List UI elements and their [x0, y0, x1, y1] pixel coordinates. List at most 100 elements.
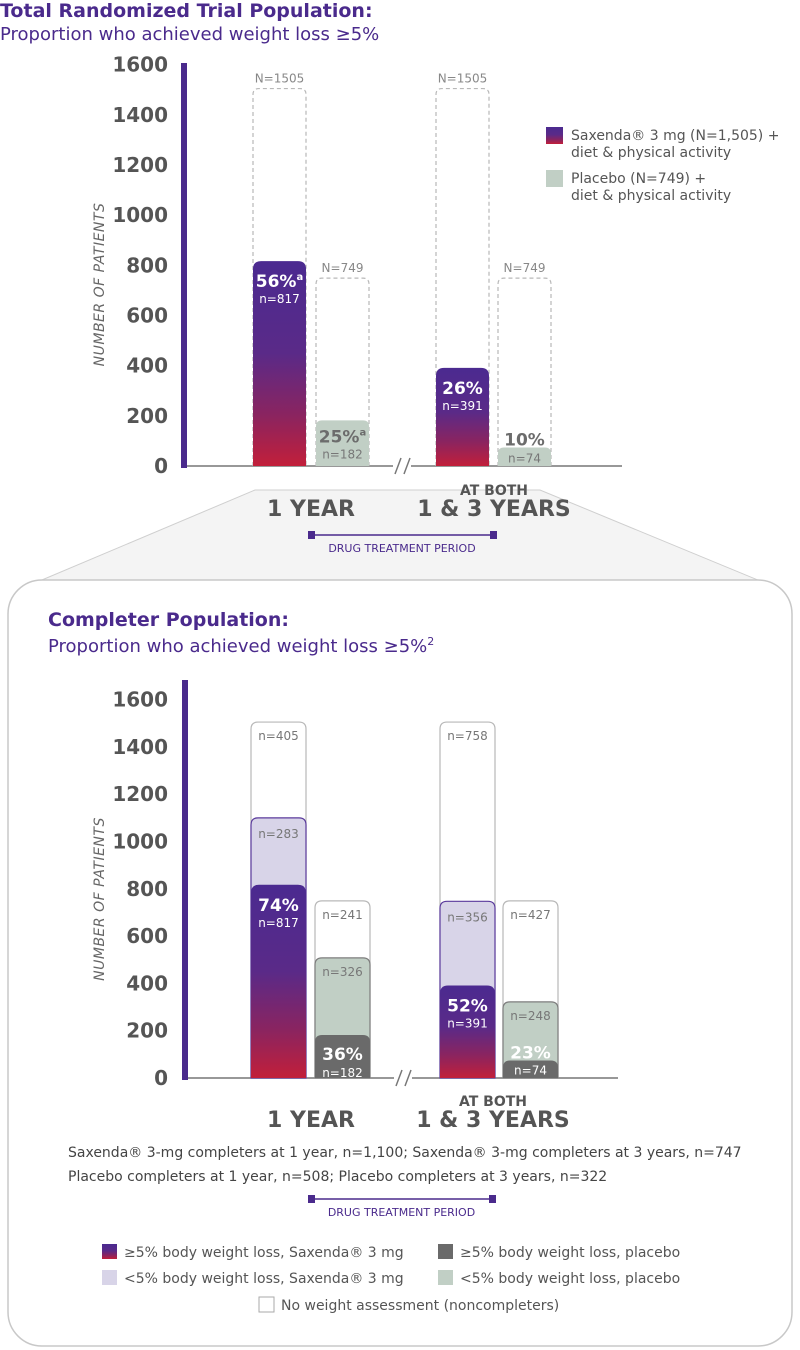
placebo-below5-segment: [502, 1001, 559, 1079]
y-axis-label: NUMBER OF PATIENTS: [92, 817, 108, 981]
chart1: 0 200 400 600 800 1000 1200 1400 1600 NUMBER OF P…: [92, 53, 779, 555]
period-bracket-end: [490, 531, 497, 539]
legend-swatch: [438, 1244, 453, 1259]
placebo-above5-n: n=182: [322, 1066, 363, 1080]
legend-label: <5% body weight loss, placebo: [460, 1271, 680, 1287]
y-tick-label: 200: [126, 404, 168, 428]
placebo-n-label: n=74: [508, 451, 541, 465]
y-tick-label: 400: [126, 354, 168, 378]
saxenda-bar: [436, 367, 489, 466]
chart2-subtitle: Proportion who achieved weight loss ≥5%2: [48, 635, 434, 657]
placebo-pct-label: 36%: [322, 1045, 363, 1065]
completer-note-2: Placebo completers at 1 year, n=508; Pla…: [68, 1169, 607, 1185]
y-tick-label: 800: [126, 253, 168, 277]
legend-label: No weight assessment (noncompleters): [281, 1298, 559, 1314]
axis-break-mark: [404, 1069, 412, 1087]
completer-note-1: Saxenda® 3-mg completers at 1 year, n=1,…: [68, 1145, 742, 1161]
saxenda-pct-label: 56%a: [256, 272, 303, 292]
y-tick-label: 0: [154, 1066, 168, 1090]
placebo-pct-label: 10%: [504, 430, 545, 450]
y-tick-label: 600: [126, 924, 168, 948]
saxenda-total-label: N=1505: [438, 72, 488, 86]
y-tick-label: 1600: [112, 53, 168, 77]
x-category-label: 1 & 3 YEARS: [417, 497, 571, 522]
saxenda-total-label: N=1505: [255, 72, 305, 86]
saxenda-pct-label: 52%: [447, 997, 488, 1017]
legend-swatch: [258, 1296, 275, 1313]
placebo-pct-label: 25%a: [319, 427, 366, 447]
y-tick-label: 800: [126, 877, 168, 901]
saxenda-above5-segment: [251, 884, 306, 1078]
saxenda-above5-segment: [440, 985, 495, 1078]
placebo-below5-n: n=326: [322, 965, 363, 979]
axis-break-mark: [394, 457, 402, 475]
y-tick-label: 400: [126, 971, 168, 995]
y-axis-line: [182, 680, 188, 1080]
period-bracket-end: [308, 1195, 315, 1203]
placebo-total-outline: [497, 277, 552, 466]
x-category-label: 1 YEAR: [267, 497, 355, 522]
placebo-bar: [498, 447, 551, 466]
y-tick-label: 0: [154, 454, 168, 478]
x-category-label-top: AT BOTH: [459, 1094, 527, 1110]
saxenda-total-outline: [252, 87, 307, 466]
chart2-title: Completer Population:: [48, 609, 289, 631]
saxenda-n-label: n=391: [442, 399, 483, 413]
saxenda-pct-label: 26%: [442, 379, 483, 399]
placebo-bar: [316, 420, 369, 466]
period-label: DRUG TREATMENT PERIOD: [328, 1206, 475, 1219]
legend-swatch: [102, 1270, 117, 1285]
y-tick-label: 200: [126, 1019, 168, 1043]
placebo-total-label: N=749: [322, 261, 364, 275]
placebo-above5-segment: [503, 1060, 558, 1078]
placebo-total-label: N=749: [504, 261, 546, 275]
legend-label: ≥5% body weight loss, placebo: [460, 1245, 680, 1261]
placebo-total-outline: [315, 277, 370, 466]
y-tick-label: 1000: [112, 203, 168, 227]
placebo-noncompleter-n: n=241: [322, 908, 363, 922]
legend-label: Saxenda® 3 mg (N=1,505) +: [571, 128, 779, 144]
saxenda-total-outline: [435, 87, 490, 466]
saxenda-noncompleter-n: n=758: [447, 729, 488, 743]
period-bracket-end: [308, 531, 315, 539]
y-tick-label: 1400: [112, 103, 168, 127]
chart1-title: Total Randomized Trial Population:: [0, 0, 373, 22]
saxenda-noncompleter-n: n=405: [258, 729, 299, 743]
placebo-above5-segment: [315, 1034, 370, 1078]
legend-swatch-placebo: [546, 170, 563, 187]
placebo-n-label: n=182: [322, 447, 363, 461]
y-axis-label: NUMBER OF PATIENTS: [92, 203, 108, 367]
y-tick-label: 1200: [112, 153, 168, 177]
saxenda-below5-n: n=356: [447, 910, 488, 924]
axis-break-mark: [395, 1069, 403, 1087]
y-tick-label: 1200: [112, 782, 168, 806]
zoom-connector: [29, 489, 771, 586]
completer-panel: [7, 579, 793, 1347]
saxenda-above5-n: n=391: [447, 1017, 488, 1031]
saxenda-pct-label: 74%: [258, 896, 299, 916]
placebo-above5-n: n=74: [514, 1063, 547, 1077]
x-category-label-top: AT BOTH: [460, 483, 528, 499]
y-axis-line: [181, 63, 187, 468]
x-category-label: 1 YEAR: [267, 1108, 355, 1133]
saxenda-below5-n: n=283: [258, 827, 299, 841]
period-bracket-end: [489, 1195, 496, 1203]
chart2-legend: ≥5% body weight loss, Saxenda® 3 mg ≥5% b…: [102, 1244, 680, 1314]
y-tick-label: 1000: [112, 830, 168, 854]
y-tick-label: 1600: [112, 688, 168, 712]
placebo-pct-label: 23%: [510, 1043, 551, 1063]
legend-swatch-saxenda: [546, 127, 563, 144]
placebo-below5-n: n=248: [510, 1009, 551, 1023]
legend-label: diet & physical activity: [571, 145, 731, 161]
legend-swatch: [438, 1270, 453, 1285]
saxenda-n-label: n=817: [259, 292, 300, 306]
legend-label: <5% body weight loss, Saxenda® 3 mg: [124, 1271, 404, 1287]
x-category-label: 1 & 3 YEARS: [416, 1108, 570, 1133]
saxenda-bar: [253, 261, 306, 466]
legend-label: Placebo (N=749) +: [571, 171, 706, 187]
chart1-subtitle: Proportion who achieved weight loss ≥5%: [0, 24, 379, 45]
y-tick-label: 600: [126, 304, 168, 328]
legend-label: ≥5% body weight loss, Saxenda® 3 mg: [124, 1245, 404, 1261]
chart2: 0 200 400 600 800 1000 1200 1400 1600 NUMBER OF P…: [92, 680, 618, 1219]
